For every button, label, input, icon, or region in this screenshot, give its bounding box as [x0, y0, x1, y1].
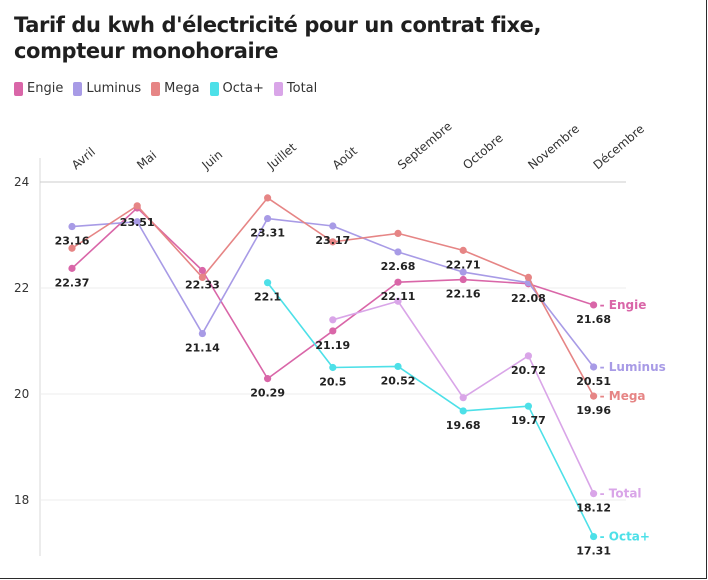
data-label: 22.16 — [446, 288, 481, 301]
x-tick-label: Décembre — [591, 122, 647, 173]
legend-item-luminus[interactable]: Luminus — [73, 81, 141, 96]
legend-item-total[interactable]: Total — [273, 81, 318, 96]
x-tick-label: Novembre — [525, 122, 582, 173]
data-point-luminus — [329, 222, 337, 230]
data-point-luminus — [264, 214, 272, 223]
data-label: 19.96 — [576, 404, 611, 417]
data-label: 21.68 — [576, 313, 611, 326]
legend-label: Mega — [164, 81, 200, 96]
data-point-luminus — [590, 363, 598, 371]
data-point-octa — [264, 279, 272, 287]
data-point-engie — [264, 375, 272, 383]
data-label: 22.11 — [381, 290, 416, 303]
y-tick-label: 20 — [14, 387, 29, 401]
data-label: 20.51 — [576, 375, 611, 388]
x-tick-label: Août — [330, 144, 360, 173]
data-label: 23.31 — [250, 227, 285, 240]
end-label-total: - Total — [600, 487, 642, 501]
data-point-engie — [394, 278, 402, 286]
data-point-luminus — [198, 329, 206, 338]
end-label-luminus: - Luminus — [600, 360, 666, 374]
data-label: 21.14 — [185, 342, 220, 355]
data-point-mega — [459, 246, 467, 254]
data-point-octa — [394, 362, 402, 371]
x-tick-label: Juin — [199, 147, 226, 173]
data-label: 22.68 — [381, 260, 416, 273]
y-tick-label: 18 — [14, 493, 29, 507]
legend-swatch — [273, 81, 283, 96]
data-point-mega — [264, 194, 272, 202]
data-point-mega — [198, 273, 206, 281]
data-point-engie — [459, 275, 467, 284]
data-label: 20.29 — [250, 387, 285, 400]
x-tick-label: Juillet — [264, 140, 299, 173]
end-label-engie: - Engie — [600, 298, 647, 312]
chart-title: Tarif du kwh d'électricité pour un contr… — [14, 13, 542, 63]
data-label: 19.77 — [511, 414, 546, 427]
data-point-mega — [590, 392, 598, 400]
data-point-total — [524, 352, 533, 360]
legend-label: Engie — [27, 81, 64, 96]
data-point-luminus — [459, 268, 467, 276]
legend-label: Luminus — [86, 81, 142, 96]
x-tick-label: Septembre — [395, 119, 455, 172]
legend-swatch — [209, 81, 219, 96]
data-label: 22.08 — [511, 292, 546, 305]
data-point-luminus — [394, 248, 402, 256]
data-point-engie — [590, 301, 598, 309]
data-label: 23.51 — [120, 216, 155, 229]
end-label-mega: - Mega — [600, 389, 646, 403]
data-label: 23.16 — [55, 235, 90, 248]
data-label: 22.1 — [254, 291, 281, 304]
data-point-total — [329, 316, 337, 324]
series-line-octa — [266, 282, 595, 537]
x-tick-label: Mai — [134, 148, 159, 172]
data-label: 19.68 — [446, 419, 481, 432]
data-point-mega — [524, 273, 533, 281]
legend-label: Total — [286, 81, 318, 96]
data-point-total — [590, 490, 598, 498]
data-point-octa — [329, 363, 337, 372]
legend-item-octa[interactable]: Octa+ — [209, 81, 264, 96]
data-point-octa — [590, 532, 598, 541]
data-point-mega — [394, 229, 402, 238]
data-point-engie — [329, 327, 337, 335]
data-label: 17.31 — [576, 545, 611, 558]
data-point-mega — [133, 202, 141, 210]
y-tick-label: 24 — [14, 175, 29, 189]
legend: Engie Luminus Mega Octa+ Total — [14, 81, 317, 96]
x-tick-label: Avril — [69, 145, 98, 173]
data-point-luminus — [68, 222, 76, 231]
data-point-luminus — [133, 218, 141, 226]
data-label: 20.72 — [511, 364, 546, 377]
legend-swatch — [151, 81, 161, 96]
data-label: 22.33 — [185, 279, 220, 292]
legend-label: Octa+ — [222, 81, 264, 96]
data-label: 18.12 — [576, 502, 611, 515]
data-label: 21.19 — [315, 339, 350, 352]
legend-item-mega[interactable]: Mega — [151, 81, 200, 96]
data-label: 22.37 — [55, 276, 90, 289]
data-point-total — [459, 394, 467, 402]
legend-item-engie[interactable]: Engie — [14, 81, 63, 96]
data-point-mega — [68, 244, 76, 252]
data-label: 23.17 — [315, 234, 350, 247]
data-label: 20.5 — [319, 376, 346, 389]
data-point-mega — [329, 238, 337, 246]
legend-swatch — [14, 81, 23, 96]
data-point-octa — [524, 402, 533, 410]
legend-swatch — [73, 81, 83, 96]
data-point-octa — [459, 407, 467, 415]
data-point-engie — [198, 266, 206, 275]
data-point-engie — [68, 264, 76, 272]
y-tick-label: 22 — [14, 281, 29, 295]
data-point-total — [394, 297, 402, 305]
data-label: 20.52 — [381, 374, 416, 387]
x-tick-label: Octobre — [460, 131, 506, 172]
end-label-octa: - Octa+ — [600, 530, 650, 544]
data-label: 22.71 — [446, 258, 481, 271]
